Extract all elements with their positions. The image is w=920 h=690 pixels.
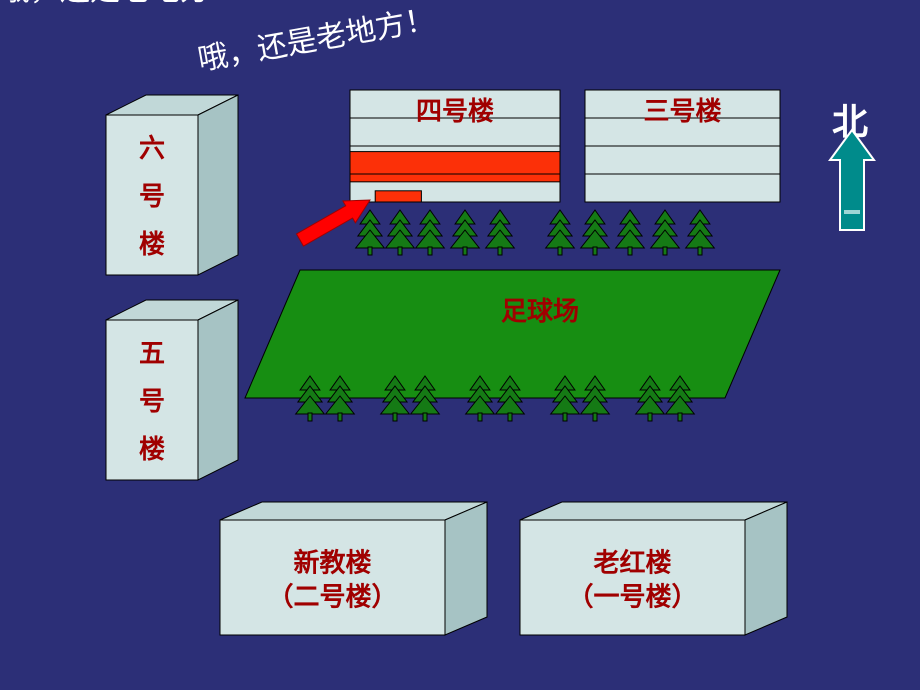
svg-text:楼: 楼	[139, 435, 165, 464]
svg-text:楼: 楼	[139, 230, 165, 259]
svg-text:新教楼: 新教楼	[293, 548, 371, 578]
svg-text:号: 号	[139, 182, 165, 211]
caption-text: 哦，还是老地方！	[195, 3, 437, 77]
building-label-b4: 四号楼	[416, 97, 494, 126]
building-b6	[106, 95, 238, 275]
pointer-arrow	[297, 200, 371, 246]
svg-text:（二号楼）: （二号楼）	[267, 583, 397, 612]
building-b5	[106, 300, 238, 480]
tree-icon	[416, 210, 445, 255]
tree-icon	[486, 210, 515, 255]
tree-icon	[356, 210, 385, 255]
tree-icon	[451, 210, 480, 255]
tree-icon	[546, 210, 575, 255]
tree-icon	[386, 210, 415, 255]
svg-text:（一号楼）: （一号楼）	[567, 583, 697, 612]
svg-text:六: 六	[139, 134, 165, 163]
building-label-b3: 三号楼	[643, 97, 721, 126]
compass-arrow	[830, 130, 874, 230]
svg-text:五: 五	[139, 339, 165, 368]
svg-text:老红楼: 老红楼	[593, 548, 671, 578]
campus-map: { "canvas": { "width": 920, "height": 69…	[0, 0, 920, 690]
tree-icon	[581, 210, 610, 255]
svg-text:号: 号	[139, 387, 165, 416]
tree-icon	[616, 210, 645, 255]
map-svg: 哦，还是老地方！哦，还是老地方！北足球场四号楼三号楼六号楼五号楼新教楼（二号楼）…	[0, 0, 920, 690]
svg-text:哦，还是老地方！: 哦，还是老地方！	[0, 0, 240, 7]
tree-icon	[686, 210, 715, 255]
tree-icon	[651, 210, 680, 255]
field-label: 足球场	[501, 297, 579, 326]
